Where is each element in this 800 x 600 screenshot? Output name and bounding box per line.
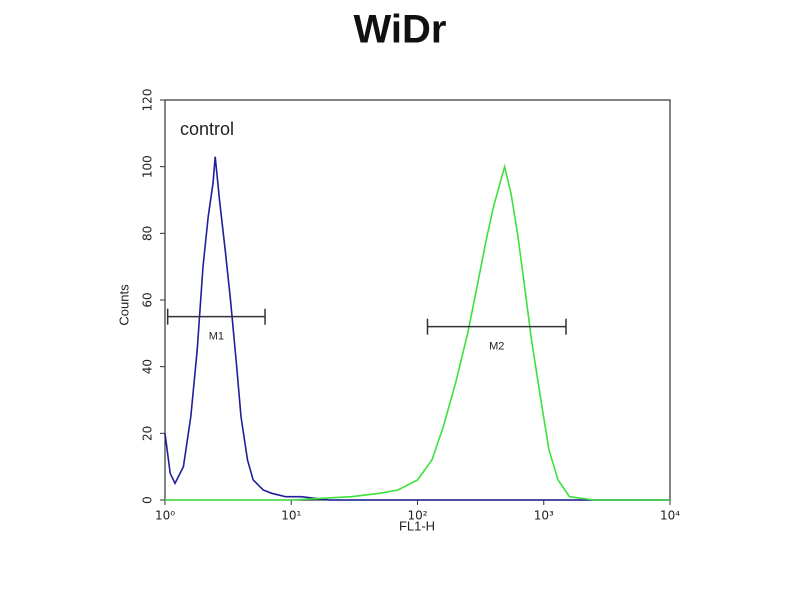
y-tick-label: 80 <box>141 226 155 241</box>
marker-label: M2 <box>489 341 504 353</box>
y-tick-label: 100 <box>141 155 155 178</box>
y-tick-label: 60 <box>141 292 155 307</box>
y-tick-label: 20 <box>141 426 155 441</box>
y-tick-label: 0 <box>141 496 155 504</box>
x-tick-label: 10⁴ <box>660 509 680 523</box>
x-tick-label: 10² <box>407 509 427 523</box>
marker-label: M1 <box>209 331 224 343</box>
y-tick-label: 120 <box>141 89 155 112</box>
x-tick-label: 10⁰ <box>155 509 175 523</box>
y-axis-label: Counts <box>116 284 131 326</box>
plot-frame <box>164 99 671 501</box>
annotation: control <box>180 119 234 139</box>
series-line <box>165 163 670 501</box>
x-tick-label: 10¹ <box>281 509 301 523</box>
x-tick-label: 10³ <box>534 509 554 523</box>
series-line <box>164 156 670 501</box>
x-axis-label: FL1-H <box>399 518 435 533</box>
y-tick-label: 40 <box>141 359 155 374</box>
chart-title: WiDr <box>354 8 447 52</box>
